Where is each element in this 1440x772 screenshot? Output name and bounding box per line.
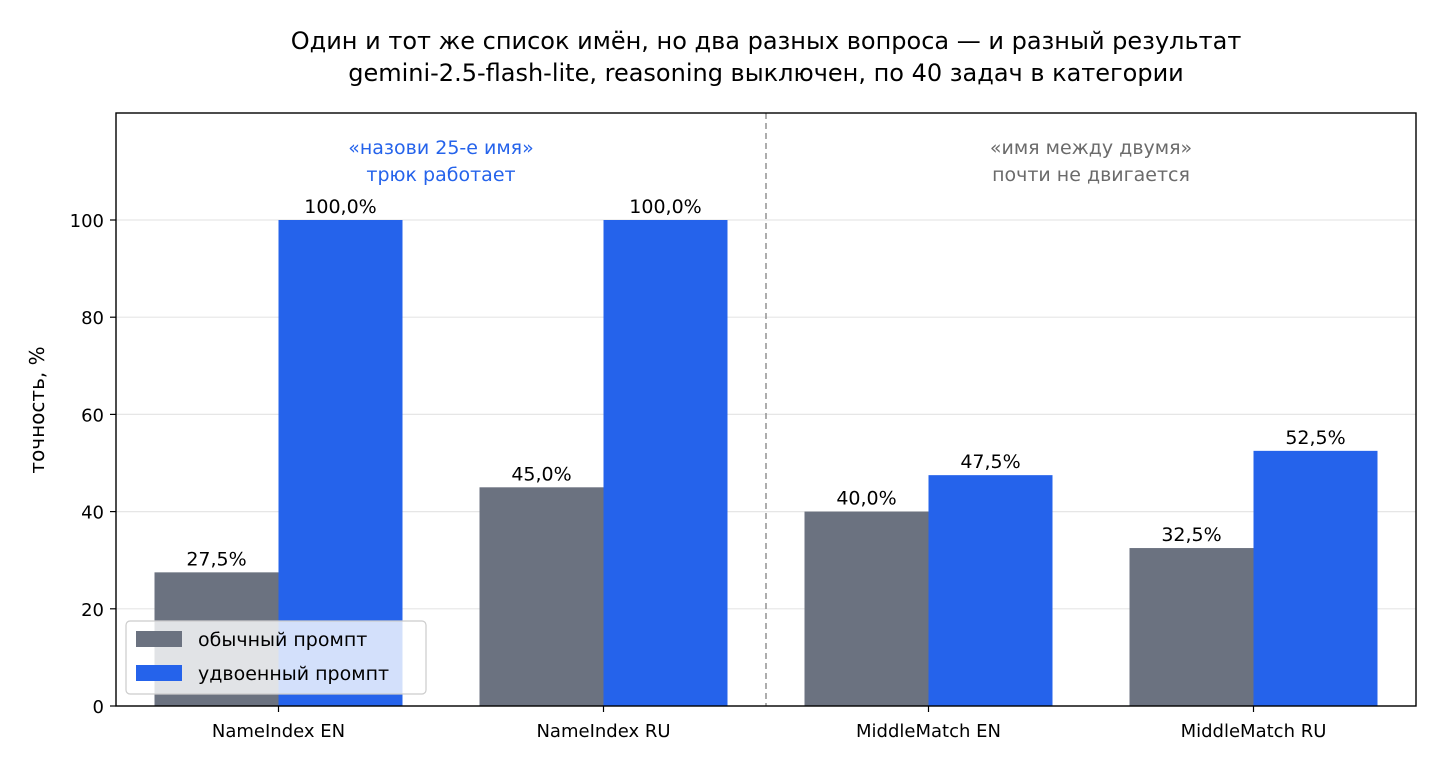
value-label-regular-3: 32,5% (1161, 524, 1221, 546)
value-label-doubled-3: 52,5% (1285, 427, 1345, 449)
y-tick-label-80: 80 (81, 308, 104, 329)
bar-regular-3 (1129, 548, 1254, 706)
bar-regular-2 (804, 511, 929, 706)
x-tick-label-0: NameIndex EN (212, 721, 345, 742)
annotation-right-line-0: «имя между двумя» (990, 137, 1192, 159)
y-tick-label-100: 100 (70, 211, 104, 232)
annotation-left-line-1: трюк работает (366, 164, 515, 186)
x-tick-label-2: MiddleMatch EN (856, 721, 1001, 742)
x-tick-label-3: MiddleMatch RU (1181, 721, 1327, 742)
legend-label-regular: обычный промпт (198, 629, 367, 651)
value-label-doubled-1: 100,0% (629, 196, 701, 218)
annotation-left-line-0: «назови 25-е имя» (348, 137, 534, 159)
value-labels: 27,5% 100,0% 45,0% 100,0% 40,0% 47,5% 32,5% 52,… (186, 196, 1345, 570)
legend-swatch-doubled (136, 665, 182, 681)
annotation-right-line-1: почти не двигается (992, 164, 1190, 186)
bar-regular-1 (479, 487, 604, 706)
chart-subtitle: gemini-2.5-flash-lite, reasoning выключе… (348, 59, 1184, 87)
y-tick-label-0: 0 (93, 697, 104, 718)
x-tick-label-1: NameIndex RU (536, 721, 670, 742)
legend-box (125, 620, 427, 695)
annotations: «назови 25-е имя» трюк работает «имя между… (348, 137, 1192, 186)
value-label-regular-2: 40,0% (836, 488, 896, 510)
bar-doubled-1 (603, 220, 728, 706)
y-tick-label-40: 40 (81, 503, 104, 524)
value-label-regular-1: 45,0% (511, 463, 571, 485)
bar-doubled-2 (928, 475, 1053, 706)
bar-doubled-3 (1253, 450, 1378, 706)
x-axis-ticks: NameIndex EN NameIndex RU MiddleMatch EN Mi… (212, 706, 1327, 742)
y-axis-ticks: 0 20 40 60 80 100 (70, 211, 116, 718)
y-tick-label-60: 60 (81, 405, 104, 426)
y-axis-label: точность, % (25, 346, 49, 473)
chart-title: Один и тот же список имён, но два разных… (291, 27, 1242, 55)
value-label-doubled-0: 100,0% (304, 196, 376, 218)
legend-swatch-regular (136, 631, 182, 647)
legend-label-doubled: удвоенный промпт (198, 663, 389, 685)
value-label-doubled-2: 47,5% (960, 451, 1020, 473)
y-tick-label-20: 20 (81, 600, 104, 621)
legend: обычный промпт удвоенный промпт (125, 620, 427, 695)
plot-frame (115, 112, 1417, 707)
value-label-regular-0: 27,5% (186, 548, 246, 570)
bars (154, 220, 1378, 706)
